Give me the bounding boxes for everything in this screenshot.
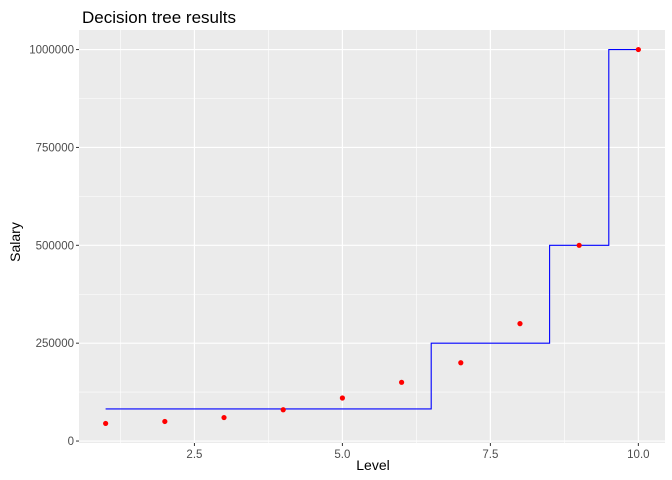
x-axis-ticks: 2.5 5.0 7.5 10.0: [186, 443, 650, 461]
y-tick-label: 750000: [36, 142, 74, 154]
data-point: [221, 414, 227, 421]
y-tick-label: 1000000: [29, 45, 74, 57]
x-tick-label: 2.5: [186, 449, 202, 461]
x-tick-label: 7.5: [482, 449, 498, 461]
data-points: [103, 46, 641, 427]
y-tick-label: 0: [68, 436, 74, 448]
x-tick-label: 10.0: [627, 449, 649, 461]
chart-title: Decision tree results: [82, 8, 236, 27]
data-point: [103, 420, 109, 427]
x-axis-title: Level: [356, 457, 389, 473]
data-point: [339, 395, 346, 401]
data-point: [280, 407, 286, 413]
y-tick-label: 250000: [36, 338, 74, 350]
minor-gridlines: [79, 30, 665, 443]
x-tick-label: 5.0: [334, 449, 350, 461]
plot-panel: [79, 30, 665, 443]
y-axis-ticks: 0 250000 500000 750000 1000000: [29, 45, 79, 448]
data-point: [458, 360, 464, 366]
data-point: [398, 379, 405, 385]
data-point: [576, 242, 582, 248]
prediction-step-line: [105, 49, 639, 410]
y-tick-label: 500000: [36, 240, 74, 252]
data-point: [162, 418, 168, 425]
data-point: [517, 321, 523, 327]
step-line: [105, 49, 639, 410]
y-axis-title: Salary: [7, 222, 23, 262]
data-point: [635, 46, 641, 53]
